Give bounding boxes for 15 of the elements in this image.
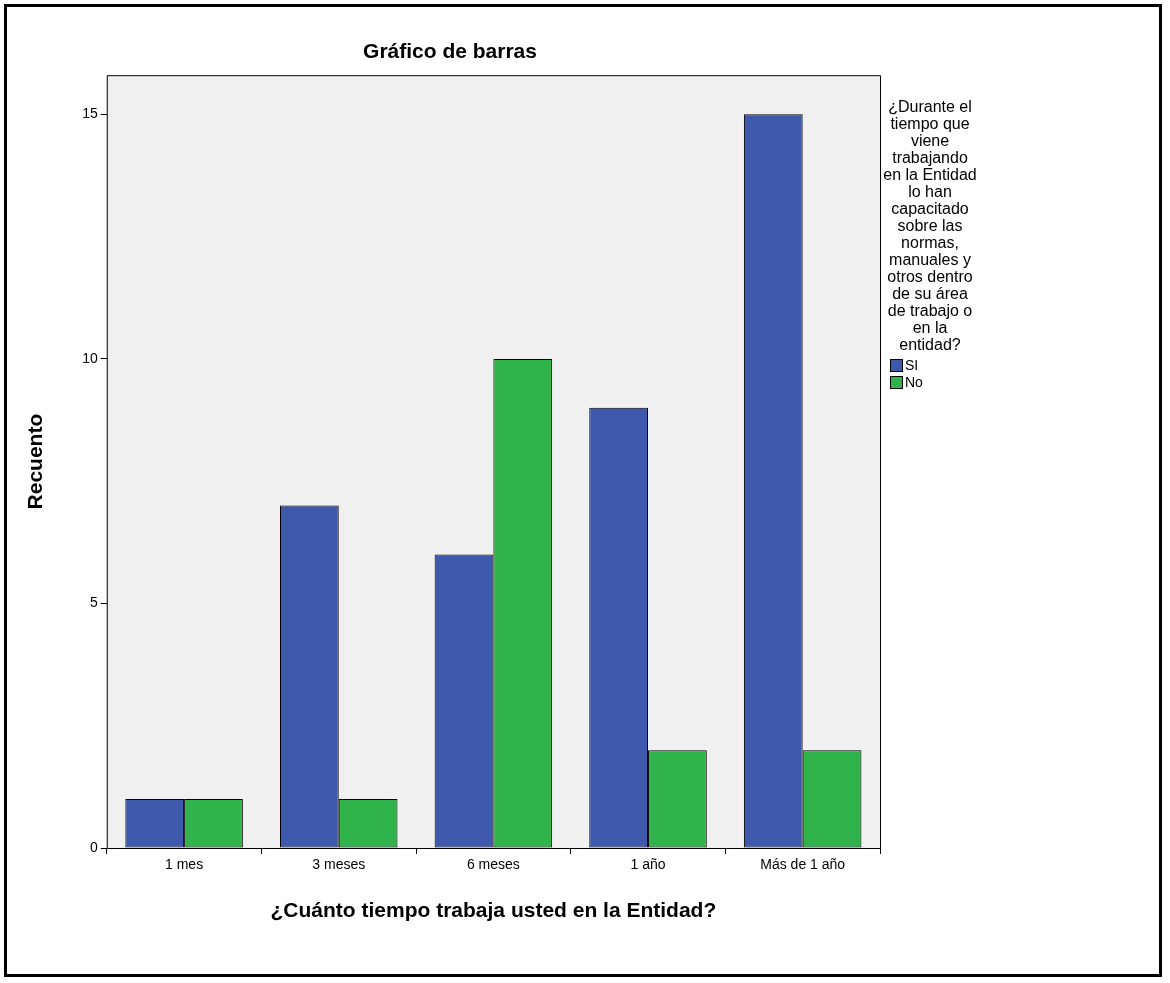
y-tick-label: 5 bbox=[89, 594, 98, 611]
y-tick-label: 10 bbox=[82, 349, 98, 366]
x-tick-label: 1 mes bbox=[165, 856, 204, 873]
legend-label: SI bbox=[905, 357, 919, 374]
x-tick-label: 6 meses bbox=[466, 856, 520, 873]
chart-title: Gráfico de barras bbox=[363, 39, 537, 63]
legend-label: No bbox=[905, 374, 923, 391]
text: ¿Durante el tiempo que viene trabajando en la Entidad lo han capacitado sobre las normas, manuales y otros dentro de su área de trabajo o en la entidad? bbox=[883, 98, 977, 353]
x-tick-label: 1 año bbox=[630, 856, 666, 873]
y-tick-label: 15 bbox=[82, 105, 98, 122]
y-tick-label: 0 bbox=[89, 838, 98, 855]
x-tick-label: Más de 1 año bbox=[760, 856, 846, 873]
x-axis-title: ¿Cuánto tiempo trabaja usted en la Entidad? bbox=[270, 898, 717, 922]
x-tick-label: 3 meses bbox=[312, 856, 366, 873]
y-axis-title: Recuento bbox=[23, 413, 47, 510]
